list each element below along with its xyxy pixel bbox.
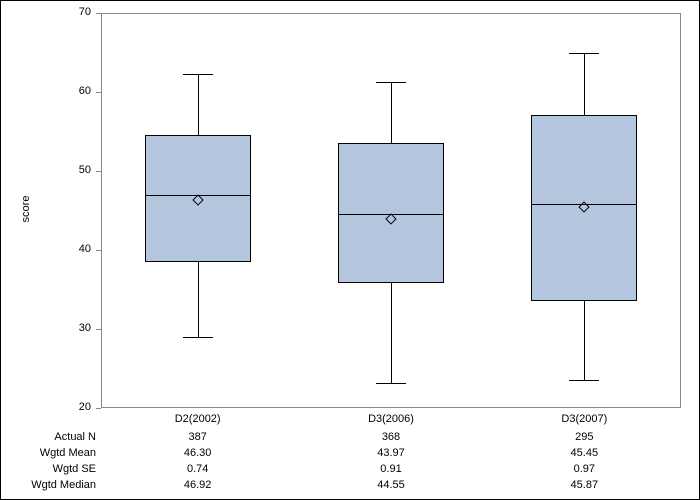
stats-cell: 0.74 <box>101 463 294 475</box>
chart-frame: score 20 30 40 50 60 70 D2(2002)D3(2006)D3(200… <box>0 0 700 500</box>
y-tick-label: 40 <box>61 243 91 255</box>
mean-marker <box>387 215 395 223</box>
y-tick-label: 30 <box>61 322 91 334</box>
stats-cell: 368 <box>294 431 487 443</box>
stats-row-label: Wgtd Mean <box>1 447 96 459</box>
stats-cell: 0.97 <box>488 463 681 475</box>
y-tick <box>96 13 101 14</box>
stats-row-label: Wgtd SE <box>1 463 96 475</box>
y-tick-label: 70 <box>61 6 91 18</box>
stats-cell: 45.87 <box>488 479 681 491</box>
y-axis-label: score <box>20 179 32 239</box>
y-tick-label: 60 <box>61 85 91 97</box>
y-tick <box>96 92 101 93</box>
whisker-cap <box>376 82 406 83</box>
y-tick-label: 20 <box>61 401 91 413</box>
whisker-cap <box>183 74 213 75</box>
stats-row-label: Wgtd Median <box>1 479 96 491</box>
whisker-cap <box>376 383 406 384</box>
y-tick <box>96 250 101 251</box>
stats-cell: 0.91 <box>294 463 487 475</box>
stats-row-label: Actual N <box>1 431 96 443</box>
whisker-cap <box>569 380 599 381</box>
category-label: D2(2002) <box>101 413 294 425</box>
category-label: D3(2007) <box>488 413 681 425</box>
y-tick <box>96 329 101 330</box>
mean-marker <box>580 203 588 211</box>
stats-cell: 387 <box>101 431 294 443</box>
stats-cell: 46.92 <box>101 479 294 491</box>
mean-marker <box>194 196 202 204</box>
stats-cell: 46.30 <box>101 447 294 459</box>
y-tick-label: 50 <box>61 164 91 176</box>
category-label: D3(2006) <box>294 413 487 425</box>
y-tick <box>96 171 101 172</box>
stats-cell: 44.55 <box>294 479 487 491</box>
whisker-cap <box>183 337 213 338</box>
stats-cell: 295 <box>488 431 681 443</box>
y-tick <box>96 408 101 409</box>
stats-cell: 45.45 <box>488 447 681 459</box>
whisker-cap <box>569 53 599 54</box>
stats-cell: 43.97 <box>294 447 487 459</box>
